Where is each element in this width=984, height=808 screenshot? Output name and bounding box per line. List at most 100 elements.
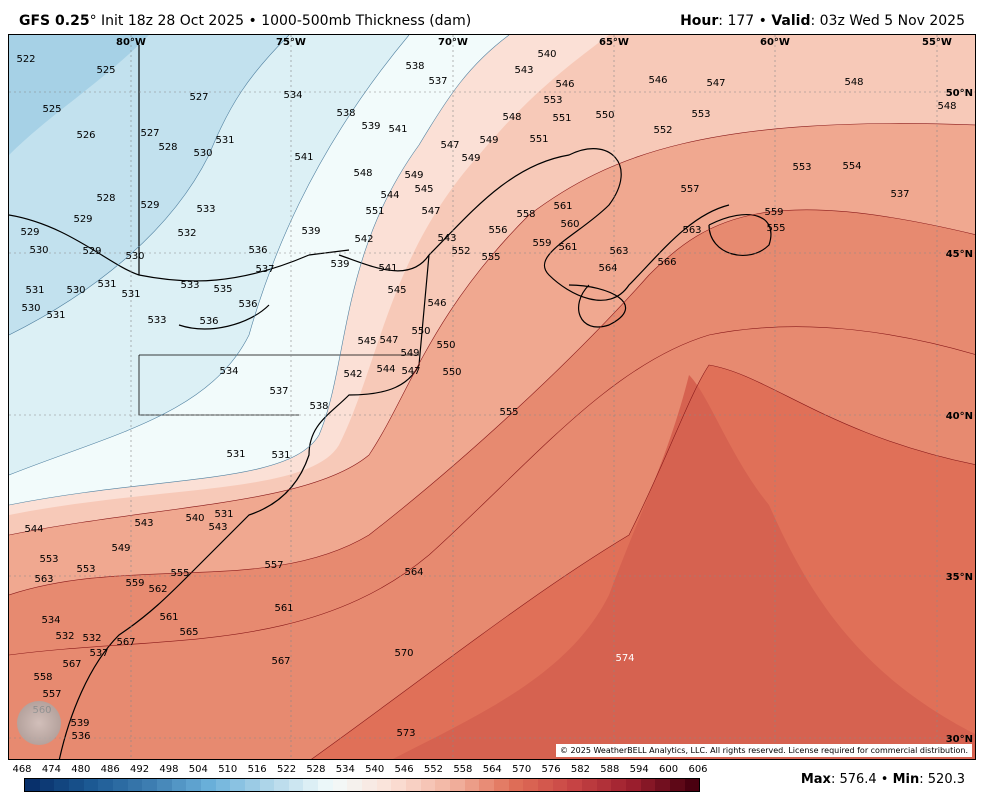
colorbar-tick-label: 570 — [512, 764, 532, 775]
min-value: : 520.3 — [919, 772, 965, 787]
contour-label: 549 — [400, 348, 419, 359]
contour-label: 522 — [16, 54, 35, 65]
contour-label: 531 — [121, 289, 140, 300]
contour-label: 551 — [365, 206, 384, 217]
contour-label: 541 — [388, 124, 407, 135]
colorbar-segment — [567, 779, 582, 791]
contour-labels: 522 525 527 534 537 538 540 543 546 546 547 548 548 5… — [16, 49, 956, 742]
map-title: GFS 0.25° Init 18z 28 Oct 2025 • 1000-50… — [19, 13, 471, 29]
hour-label: Hour — [680, 13, 719, 29]
contour-label: 555 — [481, 252, 500, 263]
contour-label: 546 — [555, 79, 574, 90]
colorbar-tick-label: 576 — [541, 764, 561, 775]
colorbar-tick-label: 606 — [688, 764, 708, 775]
contour-label: 528 — [96, 193, 115, 204]
contour-label: 559 — [764, 207, 783, 218]
lon-label: 75°W — [276, 37, 306, 48]
contour-label: 558 — [33, 672, 52, 683]
contour-label: 553 — [39, 554, 58, 565]
contour-label: 547 — [379, 335, 398, 346]
init-time: Init 18z 28 Oct 2025 — [96, 13, 245, 29]
contour-label: 526 — [76, 130, 95, 141]
contour-label: 548 — [502, 112, 521, 123]
contour-label: 539 — [330, 259, 349, 270]
contour-label: 547 — [706, 78, 725, 89]
contour-label: 561 — [274, 603, 293, 614]
contour-label: 537 — [890, 189, 909, 200]
contour-label: 555 — [170, 568, 189, 579]
colorbar-tick-label: 492 — [130, 764, 150, 775]
contour-label: 550 — [595, 110, 614, 121]
max-label: Max — [800, 772, 831, 787]
contour-label: 550 — [442, 367, 461, 378]
colorbar-segment — [596, 779, 612, 791]
contour-label: 530 — [66, 285, 85, 296]
contour-lines-cold — [9, 35, 510, 506]
colorbar-segment — [420, 779, 436, 791]
contour-label: 548 — [844, 77, 863, 88]
colorbar-segment — [83, 779, 99, 791]
contour-label: 563 — [609, 246, 628, 257]
colorbar-segment — [581, 779, 597, 791]
contour-label: 538 — [405, 61, 424, 72]
contour-label: 537 — [255, 264, 274, 275]
contour-label: 529 — [73, 214, 92, 225]
colorbar-segment — [406, 779, 421, 791]
contour-label: 553 — [792, 162, 811, 173]
contour-label: 544 — [24, 524, 43, 535]
colorbar-segment — [435, 779, 451, 791]
contour-label: 534 — [283, 90, 302, 101]
contour-label: 549 — [111, 543, 130, 554]
colorbar-segment — [450, 779, 465, 791]
contour-label: 552 — [653, 125, 672, 136]
colorbar-tick-label: 540 — [365, 764, 385, 775]
colorbar-tick-label: 510 — [218, 764, 238, 775]
contour-label: 554 — [842, 161, 861, 172]
contour-label: 543 — [437, 233, 456, 244]
contour-label: 537 — [89, 648, 108, 659]
contour-label: 536 — [248, 245, 267, 256]
lon-label: 80°W — [116, 37, 146, 48]
lon-label: 70°W — [438, 37, 468, 48]
colorbar-segment — [332, 779, 348, 791]
contour-label: 564 — [598, 263, 617, 274]
contour-label: 574 — [615, 653, 634, 664]
colorbar-tick-label: 522 — [276, 764, 297, 775]
contour-label: 561 — [558, 242, 577, 253]
contour-label: 530 — [125, 251, 144, 262]
colorbar-segment — [68, 779, 84, 791]
colorbar-tick-label: 498 — [159, 764, 179, 775]
contour-label: 529 — [140, 200, 159, 211]
contour-label: 551 — [529, 134, 548, 145]
contour-label: 543 — [208, 522, 227, 533]
contour-label: 536 — [199, 316, 218, 327]
colorbar-segment — [186, 779, 201, 791]
colorbar-segment — [537, 779, 553, 791]
colorbar-segment — [464, 779, 480, 791]
colorbar-segment — [25, 779, 40, 791]
contour-label: 545 — [414, 184, 433, 195]
lat-lon-labels: 80°W 75°W 70°W 65°W 60°W 55°W 50°N 45°N 40°N 35°N… — [116, 37, 973, 745]
contour-label: 531 — [97, 279, 116, 290]
contour-label: 549 — [404, 170, 423, 181]
contour-label: 537 — [269, 386, 288, 397]
colorbar-tick-label: 480 — [71, 764, 91, 775]
colorbar-segment — [54, 779, 69, 791]
colorbar-tick-label: 594 — [629, 764, 649, 775]
watermark-logo — [17, 701, 61, 745]
colorbar-segment — [127, 779, 143, 791]
map-canvas: 80°W 75°W 70°W 65°W 60°W 55°W 50°N 45°N 40°N 35°N… — [9, 35, 975, 759]
valid-value: : 03z Wed 5 Nov 2025 — [810, 13, 965, 29]
contour-label: 547 — [440, 140, 459, 151]
colorbar-segment — [376, 779, 392, 791]
contour-label: 560 — [560, 219, 579, 230]
colorbar — [24, 778, 700, 792]
colorbar-tick-label: 468 — [12, 764, 32, 775]
colorbar-segment — [523, 779, 538, 791]
contour-label: 525 — [96, 65, 115, 76]
contour-label: 557 — [680, 184, 699, 195]
contour-label: 553 — [76, 564, 95, 575]
colorbar-segment — [39, 779, 55, 791]
colorbar-segment — [244, 779, 260, 791]
colorbar-tick-label: 552 — [423, 764, 444, 775]
